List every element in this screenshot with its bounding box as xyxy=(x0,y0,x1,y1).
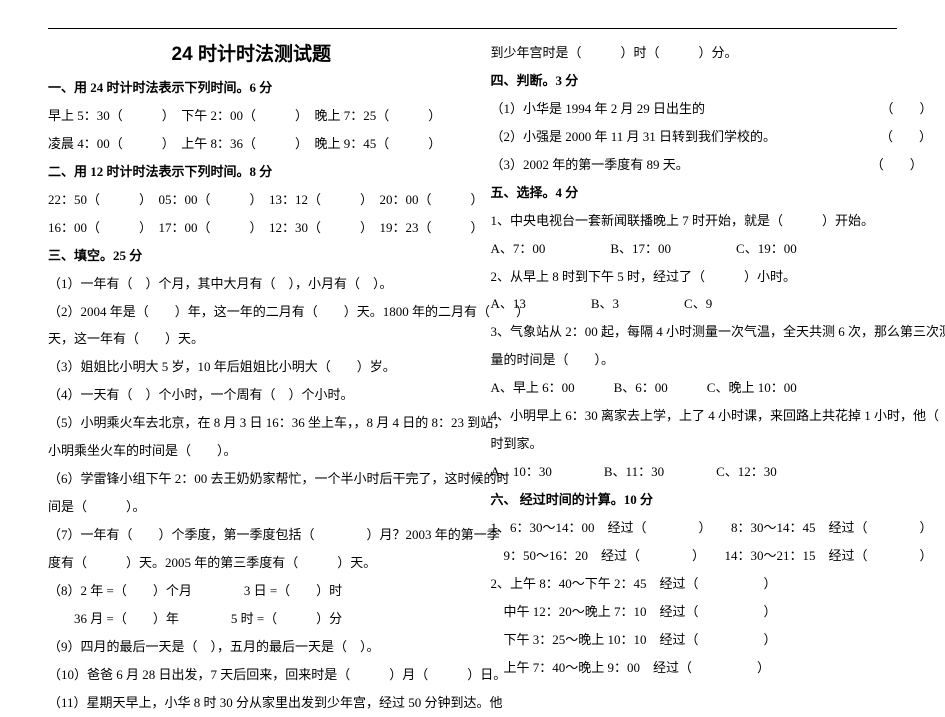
q6-2d: 上午 7：40～晚上 9：00 经过（ ） xyxy=(491,654,898,682)
q3-6b: 间是（ ）。 xyxy=(48,493,455,521)
section-4-head: 四、判断。3 分 xyxy=(491,67,898,95)
two-column-layout: 24 时计时法测试题 一、用 24 时计时法表示下列时间。6 分 早上 5：30… xyxy=(48,39,897,717)
q3-5b: 小明乘坐火车的时间是（ ）。 xyxy=(48,437,455,465)
q3-1: （1）一年有（ ）个月，其中大月有（ ），小月有（ ）。 xyxy=(48,270,455,298)
q5-2a: 2、从早上 8 时到下午 5 时，经过了（ ）小时。 xyxy=(491,263,898,291)
top-rule xyxy=(48,28,897,29)
q5-3a: 3、气象站从 2：00 起，每隔 4 小时测量一次气温，全天共测 6 次，那么第… xyxy=(491,318,898,346)
q3-8a: （8）2 年 =（ ）个月 3 日 =（ ）时 xyxy=(48,577,455,605)
q3-3: （3）姐姐比小明大 5 岁，10 年后姐姐比小明大（ ）岁。 xyxy=(48,353,455,381)
q5-4a: 4、小明早上 6：30 离家去上学，上了 4 小时课，来回路上共花掉 1 小时，… xyxy=(491,402,898,430)
q6-2b: 中午 12：20～晚上 7：10 经过（ ） xyxy=(491,598,898,626)
q6-2a: 2、上午 8：40～下午 2：45 经过（ ） xyxy=(491,570,898,598)
section-1-line-1: 早上 5：30（ ） 下午 2：00（ ） 晚上 7：25（ ） xyxy=(48,102,455,130)
q6-2c: 下午 3：25～晚上 10：10 经过（ ） xyxy=(491,626,898,654)
q5-4c: A、10：30 B、11：30 C、12：30 xyxy=(491,458,898,486)
q3-5a: （5）小明乘火车去北京，在 8 月 3 日 16：36 坐上车，，8 月 4 日… xyxy=(48,409,455,437)
section-6-head: 六、 经过时间的计算。10 分 xyxy=(491,486,898,514)
q5-3b: 量的时间是（ ）。 xyxy=(491,346,898,374)
section-2-head: 二、用 12 时计时法表示下列时间。8 分 xyxy=(48,158,455,186)
q3-9: （9）四月的最后一天是（ ），五月的最后一天是（ ）。 xyxy=(48,633,455,661)
section-2-line-1: 22：50（ ） 05：00（ ） 13：12（ ） 20：00（ ） xyxy=(48,186,455,214)
q3-10: （10）爸爸 6 月 28 日出发，7 天后回来，回来时是（ ）月（ ）日。 xyxy=(48,661,455,689)
right-column: 到少年宫时是（ ）时（ ）分。 四、判断。3 分 （1）小华是 1994 年 2… xyxy=(491,39,898,717)
q6-1b: 9：50～16：20 经过（ ） 14：30～21：15 经过（ ） xyxy=(491,542,898,570)
q3-2a: （2）2004 年是（ ）年，这一年的二月有（ ）天。1800 年的二月有（ ） xyxy=(48,298,455,326)
q3-6a: （6）学雷锋小组下午 2：00 去王奶奶家帮忙，一个半小时后干完了，这时候的时 xyxy=(48,465,455,493)
q3-7b: 度有（ ）天。2005 年的第三季度有（ ）天。 xyxy=(48,549,455,577)
q5-3c: A、早上 6：00 B、6：00 C、晚上 10：00 xyxy=(491,374,898,402)
q4-3: （3）2002 年的第一季度有 89 天。 （ ） xyxy=(491,151,898,179)
q4-1: （1）小华是 1994 年 2 月 29 日出生的 （ ） xyxy=(491,95,898,123)
section-1-line-2: 凌晨 4：00（ ） 上午 8：36（ ） 晚上 9：45（ ） xyxy=(48,130,455,158)
q3-7a: （7）一年有（ ）个季度，第一季度包括（ ）月？2003 年的第一季 xyxy=(48,521,455,549)
q3-8b: 36 月 =（ ）年 5 时 =（ ）分 xyxy=(48,605,455,633)
q5-4b: 时到家。 xyxy=(491,430,898,458)
q5-2b: A、13 B、3 C、9 xyxy=(491,290,898,318)
q4-2: （2）小强是 2000 年 11 月 31 日转到我们学校的。 （ ） xyxy=(491,123,898,151)
q5-1b: A、7：00 B、17：00 C、19：00 xyxy=(491,235,898,263)
q3-4: （4）一天有（ ）个小时，一个周有（ ）个小时。 xyxy=(48,381,455,409)
section-3-head: 三、填空。25 分 xyxy=(48,242,455,270)
section-1-head: 一、用 24 时计时法表示下列时间。6 分 xyxy=(48,74,455,102)
section-2-line-2: 16：00（ ） 17：00（ ） 12：30（ ） 19：23（ ） xyxy=(48,214,455,242)
q6-1a: 1、6：30～14：00 经过（ ） 8：30～14：45 经过（ ） xyxy=(491,514,898,542)
page-title: 24 时计时法测试题 xyxy=(48,39,455,66)
q5-1a: 1、中央电视台一套新闻联播晚上 7 时开始，就是（ ）开始。 xyxy=(491,207,898,235)
section-5-head: 五、选择。4 分 xyxy=(491,179,898,207)
q3-2b: 天，这一年有（ ）天。 xyxy=(48,325,455,353)
left-column: 24 时计时法测试题 一、用 24 时计时法表示下列时间。6 分 早上 5：30… xyxy=(48,39,455,717)
q3-11a: （11）星期天早上，小华 8 时 30 分从家里出发到少年宫，经过 50 分钟到… xyxy=(48,689,455,717)
q3-11b: 到少年宫时是（ ）时（ ）分。 xyxy=(491,39,898,67)
